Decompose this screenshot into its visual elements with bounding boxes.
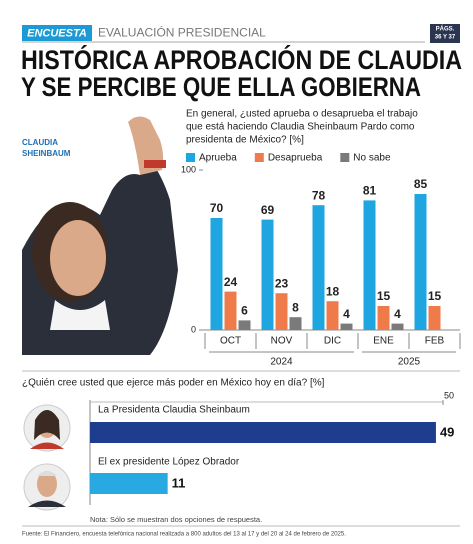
value-label: 18: [326, 284, 340, 298]
value-label: 49: [440, 424, 454, 439]
photo-caption: SHEINBAUM: [22, 149, 71, 158]
legend-label: Desaprueba: [268, 153, 323, 164]
x-tick-label: 50: [444, 390, 454, 400]
x-tick-label: NOV: [271, 336, 293, 347]
headline: Y SE PERCIBE QUE ELLA GOBIERNA: [21, 72, 421, 102]
bar: [275, 293, 288, 330]
bar: [326, 301, 339, 330]
x-tick-label: FEB: [425, 336, 445, 347]
value-label: 11: [172, 475, 186, 490]
pages: 36 Y 37: [435, 35, 456, 41]
x-tick-label: OCT: [220, 336, 241, 347]
value-label: 78: [312, 188, 326, 202]
bar: [224, 291, 237, 330]
bar: [238, 320, 251, 330]
category-label: El ex presidente López Obrador: [98, 457, 240, 468]
badge-bg: [22, 25, 92, 41]
headline: HISTÓRICA APROBACIÓN DE CLAUDIA: [21, 44, 462, 75]
legend-label: No sabe: [353, 153, 391, 164]
value-label: 4: [343, 307, 350, 321]
value-label: 81: [363, 184, 377, 198]
note: Nota: Sólo se muestran dos opciones de r…: [90, 515, 262, 524]
avatar: [23, 463, 71, 511]
bar: [289, 317, 302, 330]
x-tick-label: DIC: [324, 336, 341, 347]
y-tick-label: 100: [181, 164, 196, 174]
value-label: 6: [241, 304, 248, 318]
legend-label: Aprueba: [199, 153, 237, 164]
section: EVALUACIÓN PRESIDENCIAL: [98, 25, 266, 40]
value-label: 24: [224, 275, 238, 289]
avatar: [23, 404, 71, 452]
bar: [312, 205, 325, 330]
bar: [377, 306, 390, 330]
value-label: 70: [210, 201, 224, 215]
legend-swatch: [254, 153, 264, 162]
bar: [261, 219, 274, 330]
photo-caption: CLAUDIA: [22, 138, 58, 147]
source: Fuente: El Financiero, encuesta telefóni…: [22, 532, 346, 538]
legend-swatch: [186, 153, 195, 162]
badge: ENCUESTA: [27, 27, 87, 39]
pages: PÁGS.: [436, 26, 455, 33]
category-label: La Presidenta Claudia Sheinbaum: [98, 405, 250, 416]
bar: [340, 323, 353, 330]
value-label: 85: [414, 177, 428, 191]
bar: [210, 218, 223, 330]
legend-swatch: [340, 153, 350, 162]
pages-bg: [430, 24, 460, 43]
chart-title: que está haciendo Claudia Sheinbaum Pard…: [186, 122, 415, 133]
x-tick-label: ENE: [373, 336, 394, 347]
value-label: 23: [275, 276, 289, 290]
bar: [90, 473, 168, 494]
bar: [414, 194, 427, 330]
value-label: 8: [292, 300, 299, 314]
value-label: 15: [377, 289, 391, 303]
group-label: 2025: [398, 357, 421, 368]
value-label: 15: [428, 289, 442, 303]
chart-title: ¿Quién cree usted que ejerce más poder e…: [22, 378, 325, 389]
photo: [22, 116, 178, 355]
bar: [391, 323, 404, 330]
bar: [90, 422, 436, 443]
chart-title: En general, ¿usted aprueba o desaprueba …: [186, 109, 418, 120]
bar: [363, 200, 376, 330]
value-label: 4: [394, 307, 401, 321]
chart-title: presidenta de México? [%]: [186, 135, 304, 146]
y-tick-label: 0: [191, 324, 196, 334]
bar: [428, 306, 441, 330]
value-label: 69: [261, 203, 275, 217]
group-label: 2024: [270, 357, 293, 368]
